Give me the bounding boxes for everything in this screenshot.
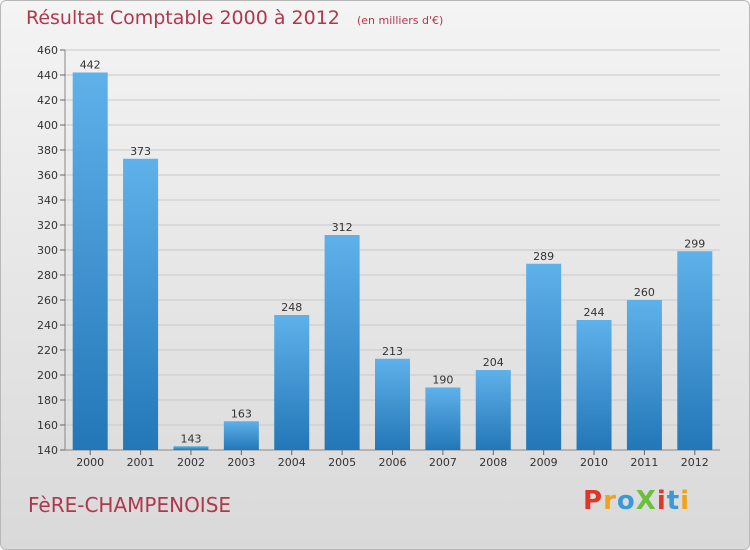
- bar: [72, 72, 108, 450]
- y-tick-label: 340: [37, 194, 58, 207]
- x-tick-label: 2004: [278, 456, 306, 469]
- y-tick-label: 160: [37, 419, 58, 432]
- data-label: 442: [80, 59, 101, 72]
- data-label: 190: [432, 374, 453, 387]
- x-axis-ticks: 2000 2001 2002 2003 2004 2005 2006 2007 2008 2009…: [76, 450, 709, 469]
- x-tick-label: 2006: [379, 456, 407, 469]
- data-label: 244: [584, 306, 605, 319]
- data-label: 312: [332, 221, 353, 234]
- data-label: 248: [281, 301, 302, 314]
- bar: [123, 158, 159, 450]
- y-tick-label: 400: [37, 119, 58, 132]
- chart-title: Résultat Comptable 2000 à 2012: [26, 7, 340, 29]
- bar: [375, 358, 410, 450]
- value-labels: 442 373 143 163 248 312 213 190 204 289 244 260 299: [80, 59, 706, 446]
- y-tick-label: 380: [37, 144, 58, 157]
- x-tick-label: 2008: [479, 456, 507, 469]
- bar: [677, 251, 713, 450]
- y-tick-label: 300: [37, 244, 58, 257]
- data-label: 289: [533, 250, 554, 263]
- x-tick-label: 2012: [681, 456, 709, 469]
- data-label: 163: [231, 407, 252, 420]
- y-tick-label: 180: [37, 394, 58, 407]
- y-tick-label: 320: [37, 219, 58, 232]
- x-tick-label: 2003: [227, 456, 255, 469]
- chart-subtitle: (en milliers d'€): [356, 14, 444, 27]
- data-label: 260: [634, 286, 655, 299]
- bars: [72, 72, 713, 450]
- y-tick-label: 200: [37, 369, 58, 382]
- proxiti-logo: ProXiti: [583, 486, 691, 516]
- bar: [626, 300, 662, 450]
- x-tick-label: 2007: [429, 456, 457, 469]
- y-axis-ticks: 140 160 180 200 220 240 260 280 300 320 340 360 380 4…: [37, 44, 65, 457]
- y-tick-label: 220: [37, 344, 58, 357]
- x-tick-label: 2001: [127, 456, 155, 469]
- x-tick-label: 2002: [177, 456, 205, 469]
- data-label: 299: [684, 237, 705, 250]
- bar: [526, 263, 562, 450]
- x-tick-label: 2009: [530, 456, 558, 469]
- data-label: 204: [483, 356, 504, 369]
- bar: [576, 320, 612, 450]
- data-label: 373: [130, 145, 151, 158]
- y-tick-label: 420: [37, 94, 58, 107]
- bar: [324, 235, 360, 450]
- x-tick-label: 2005: [328, 456, 356, 469]
- y-tick-label: 240: [37, 319, 58, 332]
- bar: [475, 370, 511, 450]
- y-tick-label: 360: [37, 169, 58, 182]
- data-label: 213: [382, 345, 403, 358]
- x-tick-label: 2010: [580, 456, 608, 469]
- bar: [274, 315, 310, 450]
- y-tick-label: 260: [37, 294, 58, 307]
- chart-header: Résultat Comptable 2000 à 2012 (en milli…: [26, 7, 443, 29]
- bar: [223, 421, 259, 450]
- y-tick-label: 460: [37, 44, 58, 57]
- bar: [425, 387, 461, 450]
- y-tick-label: 280: [37, 269, 58, 282]
- data-label: 143: [180, 432, 201, 445]
- y-tick-label: 140: [37, 444, 58, 457]
- place-name: FèRE-CHAMPENOISE: [28, 493, 232, 517]
- y-tick-label: 440: [37, 69, 58, 82]
- bar: [173, 446, 209, 450]
- x-tick-label: 2000: [76, 456, 104, 469]
- x-tick-label: 2011: [630, 456, 658, 469]
